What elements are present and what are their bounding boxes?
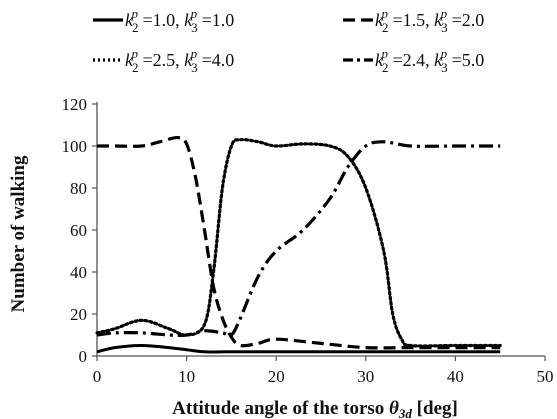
series-line-3 [95, 137, 502, 348]
legend-entry-2: k2p =1.5, k3p =2.0 [343, 6, 484, 35]
legend-label: k2p =2.4, k3p =5.0 [375, 46, 484, 75]
y-tick-label: 80 [70, 179, 87, 198]
x-tick-label: 30 [357, 367, 374, 386]
chart-legend: k2p =1.0, k3p =1.0 k2p =1.5, k3p =2.0 k2p … [93, 6, 484, 75]
series-line-4 [96, 140, 501, 338]
x-tick-label: 50 [537, 367, 554, 386]
y-tick-label: 120 [62, 95, 88, 114]
y-tick-label: 20 [70, 305, 87, 324]
y-tick-label: 0 [79, 347, 88, 366]
y-tick-label: 100 [62, 137, 88, 156]
legend-entry-1: k2p =1.0, k3p =1.0 [93, 6, 234, 35]
legend-label: k2p =2.5, k3p =4.0 [125, 46, 234, 75]
x-tick-label: 10 [178, 367, 195, 386]
x-tick-label: 0 [93, 367, 102, 386]
x-tick-label: 40 [447, 367, 464, 386]
y-tick-label: 60 [70, 221, 87, 240]
y-tick-label: 40 [70, 263, 87, 282]
chart-axes: 0 20 40 60 80 100 120 0 10 20 30 40 50 [62, 95, 554, 386]
y-axis-title: Number of walking [8, 155, 29, 312]
legend-entry-4: k2p =2.4, k3p =5.0 [343, 46, 484, 75]
series-line-1 [96, 344, 501, 354]
legend-entry-3: k2p =2.5, k3p =4.0 [93, 46, 234, 75]
legend-label: k2p =1.0, k3p =1.0 [125, 6, 234, 35]
plot-area [95, 135, 502, 354]
legend-label: k2p =1.5, k3p =2.0 [375, 6, 484, 35]
x-tick-label: 20 [268, 367, 285, 386]
series-line-2 [97, 135, 501, 350]
x-axis-title: Attitude angle of the torso θ3d [deg] [172, 398, 458, 419]
